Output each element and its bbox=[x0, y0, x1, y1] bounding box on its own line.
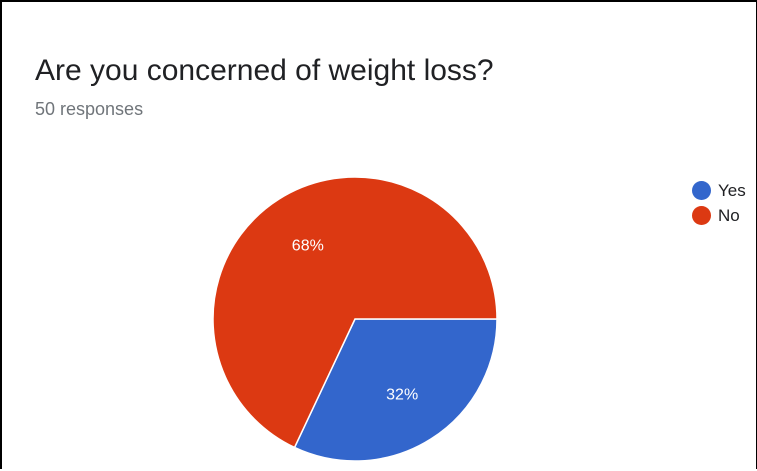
legend-swatch-yes bbox=[692, 181, 711, 200]
legend-swatch-no bbox=[692, 206, 711, 225]
chart-legend: Yes No bbox=[692, 178, 746, 228]
chart-title: Are you concerned of weight loss? bbox=[35, 54, 494, 87]
pie-label-no: 68% bbox=[292, 238, 324, 255]
pie-slice-no[interactable] bbox=[212, 176, 498, 449]
response-count: 50 responses bbox=[35, 99, 144, 119]
legend-label-yes: Yes bbox=[718, 180, 746, 200]
legend-item-yes[interactable]: Yes bbox=[692, 178, 746, 203]
pie-label-yes: 32% bbox=[386, 386, 418, 403]
legend-label-no: No bbox=[718, 205, 740, 225]
pie-slice-yes[interactable] bbox=[293, 318, 498, 462]
legend-item-no[interactable]: No bbox=[692, 203, 746, 228]
